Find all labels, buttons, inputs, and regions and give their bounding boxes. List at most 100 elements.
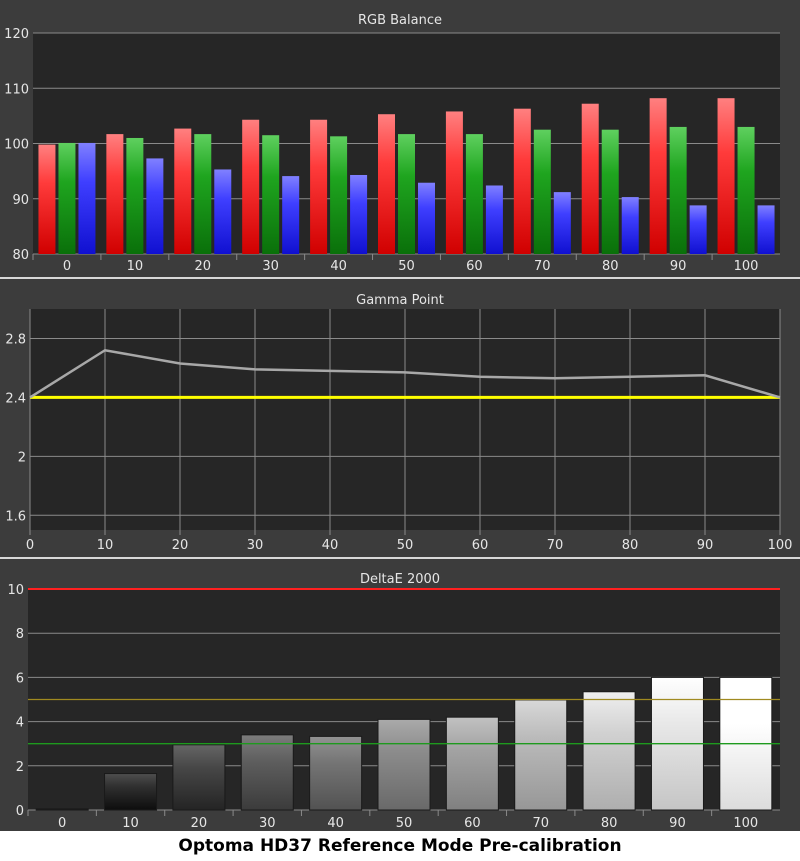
figure-caption: Optoma HD37 Reference Mode Pre-calibrati… [0,831,800,861]
delta-e-bar [309,735,363,811]
green-bar [58,142,76,254]
y-tick-label: 100 [4,138,29,153]
x-tick-label: 0 [63,259,71,274]
green-bar [465,134,483,254]
delta-e-bar [445,716,499,811]
delta-e-bar [35,808,89,811]
x-tick-label: 10 [97,538,114,553]
delta-e-panel: 0 2 4 6 8 10 DeltaE 2000 0 10 20 30 40 50 60 70 80 90 100 [0,559,800,831]
red-bar [242,119,260,255]
y-tick-label: 4 [16,716,24,731]
y-tick-label: 0 [16,804,24,819]
blue-bar [214,169,232,254]
green-bar [194,134,212,254]
x-tick-label: 0 [58,816,66,831]
x-tick-label: 60 [464,816,481,831]
blue-bar [282,176,300,254]
red-bar [310,119,328,255]
red-bar [38,144,56,254]
blue-bar [350,174,368,254]
green-bar [330,136,348,254]
y-tick-label: 80 [12,248,29,263]
x-tick-label: 30 [262,259,279,274]
red-bar [717,98,735,254]
x-tick-label: 30 [247,538,264,553]
red-bar [513,108,531,254]
x-tick-label: 90 [697,538,714,553]
gamma-measured-line [29,348,781,399]
x-tick-label: 0 [26,538,34,553]
x-tick-label: 90 [670,259,687,274]
delta-e-bar [377,718,431,811]
y-tick-label: 2 [18,450,26,465]
green-bar [126,137,144,254]
delta-e-bar [172,744,226,811]
red-bar [581,103,599,254]
blue-bar [553,192,571,254]
x-tick-label: 100 [733,816,758,831]
red-bar [649,98,667,254]
y-tick-label: 8 [16,627,24,642]
x-tick-label: 90 [669,816,686,831]
x-tick-label: 40 [322,538,339,553]
x-tick-label: 100 [734,259,759,274]
green-bar [737,126,755,254]
x-tick-label: 60 [472,538,489,553]
green-bar [601,129,619,254]
blue-bar [757,205,775,254]
y-tick-label: 90 [12,193,29,208]
x-tick-label: 20 [172,538,189,553]
gamma-point-panel: 1.6 2 2.4 2.8 0 10 20 30 40 50 60 70 80 90 100 Gamma Po… [0,277,800,559]
rgb-balance-chart: 80 90 100 110 120 RGB Balance 0 10 20 30 40 50 60 70 8… [4,13,780,274]
y-tick-label: 6 [16,671,24,686]
delta-e-chart: 0 2 4 6 8 10 DeltaE 2000 0 10 20 30 40 50 60 70 80 90 100 [7,572,780,831]
delta-e-bar [240,734,294,811]
red-bar [445,111,463,254]
x-tick-label: 20 [191,816,208,831]
x-tick-label: 30 [259,816,276,831]
y-tick-label: 2 [16,760,24,775]
panel-divider [0,557,800,559]
x-tick-label: 20 [194,259,211,274]
x-tick-label: 40 [327,816,344,831]
y-tick-label: 2.4 [5,391,26,406]
red-bar [378,114,395,254]
chart-title: RGB Balance [358,13,442,28]
delta-e-bar [514,699,568,811]
x-tick-label: 50 [397,538,414,553]
x-tick-label: 70 [547,538,564,553]
x-tick-label: 80 [601,816,618,831]
gamma-point-chart: 1.6 2 2.4 2.8 0 10 20 30 40 50 60 70 80 90 100 Gamma Po… [5,293,793,553]
x-tick-label: 50 [396,816,413,831]
blue-bar [689,205,707,254]
x-tick-label: 40 [330,259,347,274]
x-tick-label: 50 [398,259,415,274]
x-tick-label: 80 [602,259,619,274]
delta-e-bar [582,691,636,811]
y-tick-label: 2.8 [5,332,26,347]
y-tick-label: 1.6 [5,509,26,524]
x-tick-label: 10 [122,816,139,831]
green-bar [398,134,415,254]
x-tick-label: 70 [532,816,549,831]
green-bar [262,135,280,254]
panel-divider [0,277,800,279]
blue-bar [418,182,435,254]
x-tick-label: 10 [127,259,144,274]
rgb-balance-panel: 80 90 100 110 120 RGB Balance 0 10 20 30 40 50 60 70 8… [0,0,800,277]
y-tick-label: 110 [4,82,29,97]
delta-e-bar [104,773,158,811]
chart-title: Gamma Point [356,293,444,308]
green-bar [533,129,551,254]
blue-bar [621,197,639,254]
x-tick-label: 80 [622,538,639,553]
blue-bar [146,158,164,254]
x-tick-label: 70 [534,259,551,274]
red-bar [174,128,192,254]
blue-bar [78,142,96,254]
x-tick-label: 100 [768,538,793,553]
x-tick-label: 60 [466,259,483,274]
chart-title: DeltaE 2000 [360,572,440,587]
y-tick-label: 120 [4,27,29,42]
green-bar [669,126,687,254]
